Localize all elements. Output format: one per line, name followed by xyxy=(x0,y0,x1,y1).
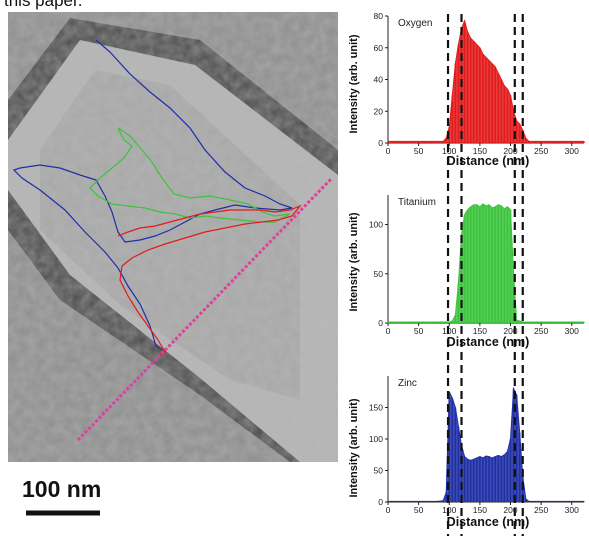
titanium-intensity-line xyxy=(388,203,584,323)
titanium-chart: 0 50 100 150 200 250 300 0 50 100 Titanium Distance… xyxy=(348,195,585,349)
titanium-linescan-trace xyxy=(89,127,291,223)
zinc-y-tick-label: 0 xyxy=(378,497,383,507)
titanium-y-tick-label: 50 xyxy=(374,269,384,279)
oxygen-x-tick-label: 50 xyxy=(414,146,424,156)
oxygen-chart: 0 50 100 150 200 250 300 0 20 40 60 80 Oxygen Distanc… xyxy=(348,11,585,168)
titanium-x-tick-label: 250 xyxy=(534,326,548,336)
oxygen-y-tick-label: 80 xyxy=(374,11,384,21)
zinc-x-tick-label: 100 xyxy=(442,505,456,515)
tem-micrograph xyxy=(8,12,338,516)
zinc-y-tick-label: 150 xyxy=(369,403,383,413)
oxygen-intensity-line xyxy=(388,19,584,142)
oxygen-x-tick-label: 0 xyxy=(386,146,391,156)
zinc-x-axis-label: Distance (nm) xyxy=(447,515,530,529)
oxygen-x-axis-label: Distance (nm) xyxy=(447,154,530,168)
zinc-x-tick-label: 0 xyxy=(386,505,391,515)
zinc-y-tick-label: 50 xyxy=(374,466,384,476)
titanium-y-tick-label: 0 xyxy=(378,318,383,328)
titanium-x-axis-label: Distance (nm) xyxy=(447,335,530,349)
zinc-x-tick-label: 150 xyxy=(473,505,487,515)
zinc-x-tick-label: 200 xyxy=(503,505,517,515)
oxygen-x-tick-label: 250 xyxy=(534,146,548,156)
titanium-x-tick-label: 150 xyxy=(473,326,487,336)
zinc-chart: 0 50 100 150 200 250 300 0 50 100 150 Zinc Distance … xyxy=(348,376,585,529)
oxygen-x-tick-label: 300 xyxy=(565,146,579,156)
zinc-y-axis-label: Intensity (arb. unit) xyxy=(348,398,360,497)
oxygen-x-tick-label: 100 xyxy=(442,146,456,156)
titanium-x-tick-label: 0 xyxy=(386,326,391,336)
zinc-panel-title: Zinc xyxy=(398,378,417,389)
titanium-panel-title: Titanium xyxy=(398,197,436,208)
caption-fragment: this paper. xyxy=(4,0,83,10)
titanium-x-tick-label: 50 xyxy=(414,326,424,336)
titanium-x-tick-label: 100 xyxy=(442,326,456,336)
zinc-x-tick-label: 300 xyxy=(565,505,579,515)
oxygen-y-tick-label: 20 xyxy=(374,106,384,116)
oxygen-y-tick-label: 60 xyxy=(374,43,384,53)
titanium-y-tick-label: 100 xyxy=(369,220,383,230)
titanium-x-tick-label: 300 xyxy=(565,326,579,336)
titanium-y-axis-label: Intensity (arb. unit) xyxy=(348,212,360,311)
linescan-profile-line xyxy=(76,176,334,442)
zinc-x-tick-label: 250 xyxy=(534,505,548,515)
titanium-x-tick-label: 200 xyxy=(503,326,517,336)
zinc-x-tick-label: 50 xyxy=(414,505,424,515)
scale-bar-label: 100 nm xyxy=(22,476,102,502)
zinc-y-tick-label: 100 xyxy=(369,434,383,444)
oxygen-y-axis-label: Intensity (arb. unit) xyxy=(348,34,360,133)
oxygen-x-tick-label: 200 xyxy=(503,146,517,156)
zinc-intensity-line xyxy=(388,386,584,502)
oxygen-x-tick-label: 150 xyxy=(473,146,487,156)
zinc-linescan-trace xyxy=(12,39,293,351)
oxygen-linescan-trace xyxy=(117,204,302,357)
oxygen-y-tick-label: 0 xyxy=(378,138,383,148)
oxygen-panel-title: Oxygen xyxy=(398,18,432,29)
oxygen-y-tick-label: 40 xyxy=(374,75,384,85)
